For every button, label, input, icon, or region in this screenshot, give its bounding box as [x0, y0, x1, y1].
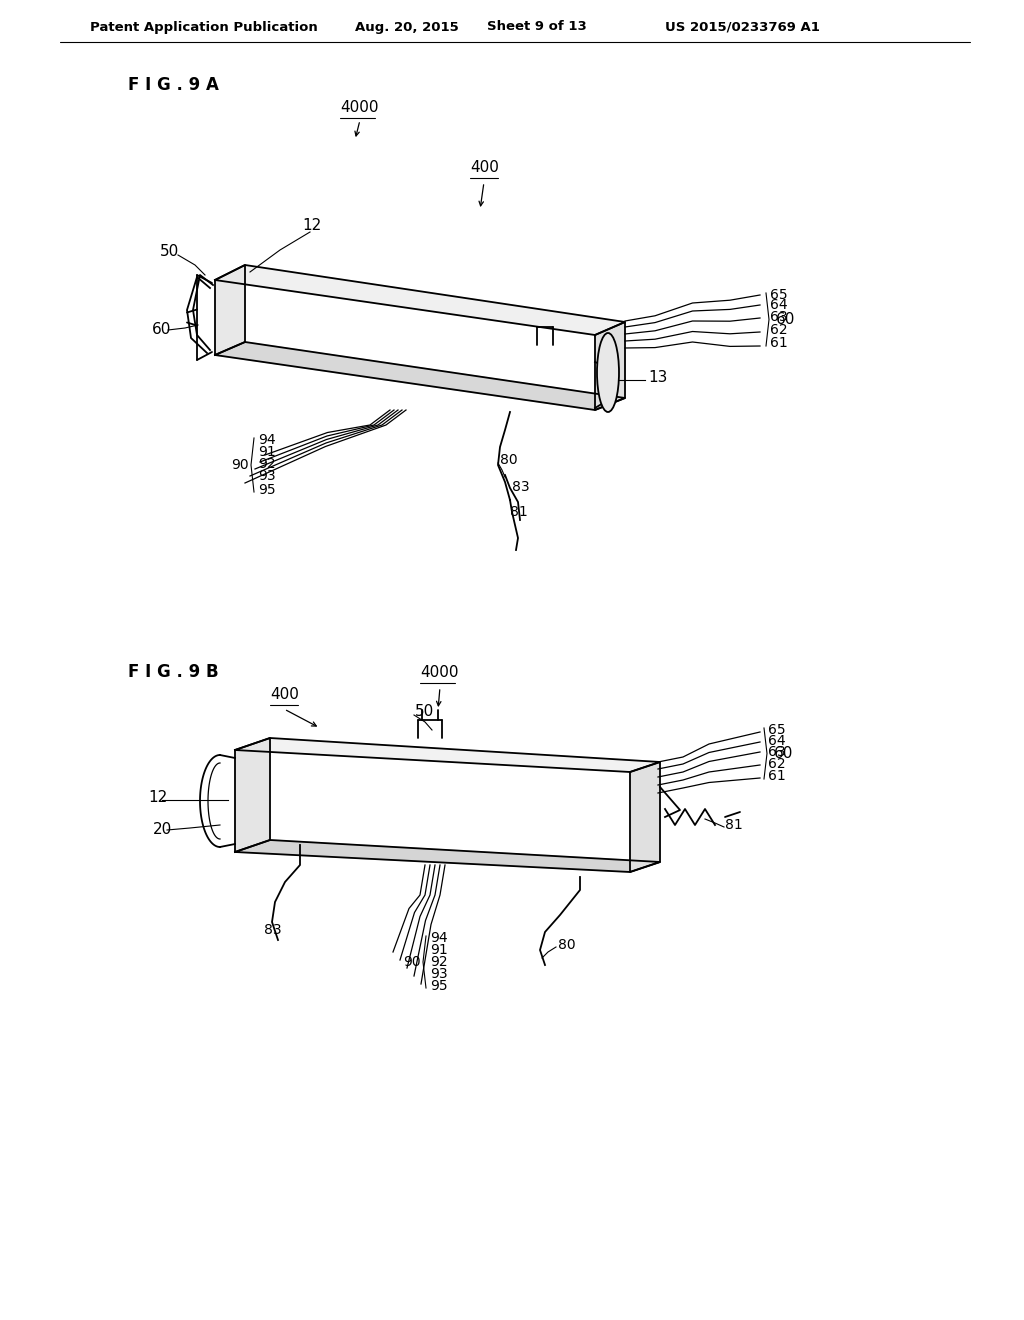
Text: US 2015/0233769 A1: US 2015/0233769 A1: [665, 21, 820, 33]
Text: 12: 12: [148, 791, 167, 805]
Text: 91: 91: [258, 445, 275, 459]
Polygon shape: [234, 738, 660, 772]
Text: 92: 92: [430, 954, 447, 969]
Polygon shape: [234, 738, 270, 851]
Text: 62: 62: [768, 756, 785, 771]
Polygon shape: [215, 265, 625, 335]
Text: 93: 93: [430, 968, 447, 981]
Text: 83: 83: [264, 923, 282, 937]
Text: 65: 65: [768, 723, 785, 737]
Text: 64: 64: [770, 298, 787, 312]
Text: 60: 60: [774, 746, 794, 762]
Text: 50: 50: [160, 244, 179, 260]
Text: 81: 81: [725, 818, 742, 832]
Text: 80: 80: [558, 939, 575, 952]
Text: 92: 92: [258, 457, 275, 471]
Text: 65: 65: [770, 288, 787, 302]
Text: 62: 62: [770, 323, 787, 337]
Text: 4000: 4000: [420, 665, 459, 680]
Polygon shape: [595, 322, 625, 411]
Text: 81: 81: [510, 506, 527, 519]
Text: 93: 93: [258, 469, 275, 483]
Text: 95: 95: [430, 979, 447, 993]
Text: 12: 12: [302, 218, 322, 232]
Text: 61: 61: [768, 770, 785, 783]
Text: 50: 50: [415, 705, 434, 719]
Text: 20: 20: [153, 822, 172, 837]
Text: 60: 60: [152, 322, 171, 338]
Text: 63: 63: [768, 744, 785, 759]
Text: 94: 94: [430, 931, 447, 945]
Text: Patent Application Publication: Patent Application Publication: [90, 21, 317, 33]
Text: 95: 95: [258, 483, 275, 498]
Text: 13: 13: [648, 371, 668, 385]
Text: 80: 80: [500, 453, 517, 467]
Text: Sheet 9 of 13: Sheet 9 of 13: [487, 21, 587, 33]
Polygon shape: [215, 265, 245, 355]
Text: 61: 61: [770, 337, 787, 350]
Text: Aug. 20, 2015: Aug. 20, 2015: [355, 21, 459, 33]
Text: 90: 90: [403, 954, 421, 969]
Text: 63: 63: [770, 310, 787, 323]
Polygon shape: [234, 840, 660, 873]
Text: 94: 94: [258, 433, 275, 447]
Polygon shape: [215, 342, 625, 411]
Text: 400: 400: [470, 160, 499, 176]
Text: 90: 90: [231, 458, 249, 473]
Text: 64: 64: [768, 734, 785, 748]
Text: F I G . 9 A: F I G . 9 A: [128, 77, 219, 94]
Text: F I G . 9 B: F I G . 9 B: [128, 663, 219, 681]
Ellipse shape: [597, 333, 618, 412]
Polygon shape: [630, 762, 660, 873]
Text: 91: 91: [430, 942, 447, 957]
Text: 83: 83: [512, 480, 529, 494]
Text: 400: 400: [270, 686, 299, 702]
Text: 60: 60: [776, 312, 796, 327]
Text: 4000: 4000: [340, 100, 379, 115]
